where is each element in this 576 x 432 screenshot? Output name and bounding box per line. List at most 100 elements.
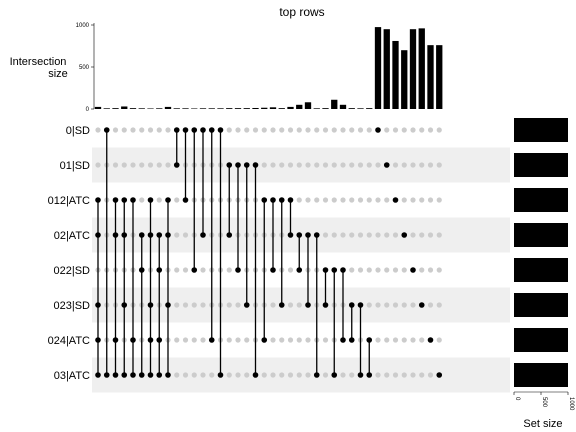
chart-title: top rows — [279, 5, 324, 19]
matrix-dot-filled — [182, 197, 189, 203]
matrix-dot-empty — [340, 372, 346, 378]
matrix-dot-empty — [112, 162, 119, 168]
matrix-dot-empty — [296, 372, 302, 378]
matrix-dot-empty — [410, 372, 416, 378]
set-size-tick-label: 500 — [541, 397, 547, 408]
matrix-dot-empty — [322, 127, 329, 133]
matrix-dot-empty — [139, 127, 145, 133]
matrix-dot-empty — [226, 267, 232, 273]
set-label: 024|ATC — [48, 335, 90, 347]
matrix-dot-filled — [226, 162, 233, 168]
matrix-dot-filled — [243, 302, 250, 308]
matrix-dot-filled — [95, 197, 101, 203]
intersection-bar — [374, 27, 382, 110]
matrix-dot-empty — [366, 267, 372, 273]
matrix-dot-empty — [384, 127, 390, 133]
matrix-dot-empty — [305, 337, 311, 343]
matrix-dot-empty — [130, 162, 136, 168]
matrix-dot-filled — [191, 267, 198, 273]
intersection-bar — [418, 28, 425, 109]
matrix-dot-empty — [305, 372, 311, 378]
matrix-dot-filled — [138, 267, 145, 273]
intersection-bar — [331, 99, 338, 109]
matrix-dot-filled — [156, 267, 163, 273]
matrix-dot-filled — [427, 337, 434, 343]
intersection-bar — [94, 106, 102, 109]
matrix-dot-empty — [139, 162, 145, 168]
matrix-dot-filled — [366, 337, 373, 343]
matrix-dot-empty — [121, 127, 127, 133]
matrix-dot-empty — [287, 372, 294, 378]
matrix-dot-filled — [392, 197, 399, 203]
matrix-dot-empty — [419, 162, 425, 168]
matrix-dot-empty — [436, 267, 442, 273]
intersection-bar — [261, 107, 268, 109]
matrix-dot-empty — [357, 162, 364, 168]
matrix-dot-filled — [436, 372, 443, 378]
matrix-dot-filled — [401, 232, 408, 238]
matrix-dot-filled — [226, 232, 233, 238]
matrix-dot-empty — [410, 232, 416, 238]
matrix-dot-empty — [401, 302, 407, 308]
intersection-bar — [348, 108, 355, 109]
matrix-dot-empty — [226, 127, 232, 133]
matrix-dot-empty — [296, 127, 302, 133]
matrix-dot-empty — [235, 337, 241, 343]
matrix-dot-filled — [165, 232, 171, 238]
intersection-bar — [296, 104, 303, 109]
matrix-dot-filled — [182, 127, 189, 133]
intersection-bar — [147, 108, 154, 109]
y-axis-label-line-2: size — [48, 68, 68, 80]
matrix-dot-empty — [182, 302, 189, 308]
intersection-matrix — [95, 127, 443, 378]
intersection-bar — [138, 108, 145, 109]
matrix-dot-empty — [244, 337, 250, 343]
matrix-dot-empty — [121, 162, 127, 168]
matrix-dot-empty — [384, 267, 390, 273]
matrix-dot-filled — [235, 267, 241, 273]
matrix-dot-empty — [357, 232, 364, 238]
matrix-dot-empty — [95, 162, 101, 168]
matrix-dot-empty — [279, 372, 285, 378]
matrix-dot-empty — [112, 127, 119, 133]
matrix-dot-empty — [261, 372, 267, 378]
intersection-bar — [121, 106, 128, 109]
matrix-dot-filled — [165, 302, 171, 308]
matrix-dot-empty — [340, 162, 346, 168]
matrix-dot-filled — [261, 337, 268, 343]
set-label: 022|SD — [54, 265, 91, 277]
intersection-bar — [112, 108, 119, 109]
matrix-dot-filled — [357, 372, 364, 378]
matrix-dot-empty — [322, 197, 329, 203]
matrix-dot-filled — [130, 197, 136, 203]
matrix-dot-empty — [331, 127, 337, 133]
matrix-dot-empty — [392, 127, 399, 133]
intersection-bar — [208, 108, 215, 109]
matrix-dot-filled — [95, 372, 101, 378]
set-size-bar — [514, 188, 568, 212]
matrix-dot-filled — [147, 197, 154, 203]
matrix-dot-empty — [436, 162, 442, 168]
intersection-bar — [103, 108, 110, 109]
matrix-dot-empty — [349, 127, 355, 133]
matrix-dot-filled — [331, 267, 338, 273]
matrix-dot-empty — [401, 372, 407, 378]
matrix-dot-filled — [200, 232, 206, 238]
matrix-dot-filled — [103, 127, 110, 133]
matrix-dot-filled — [270, 267, 276, 273]
matrix-dot-empty — [174, 337, 180, 343]
intersection-bar — [191, 108, 198, 109]
matrix-dot-filled — [208, 127, 215, 133]
matrix-dot-empty — [305, 197, 311, 203]
matrix-dot-empty — [279, 162, 285, 168]
intersection-bar — [287, 106, 294, 109]
matrix-dot-empty — [357, 197, 364, 203]
matrix-dot-empty — [156, 162, 162, 168]
matrix-dot-filled — [103, 372, 110, 378]
matrix-dot-empty — [419, 232, 425, 238]
matrix-dot-empty — [427, 267, 434, 273]
set-size-bar — [514, 328, 568, 352]
matrix-dot-empty — [392, 372, 399, 378]
matrix-dot-filled — [138, 372, 145, 378]
